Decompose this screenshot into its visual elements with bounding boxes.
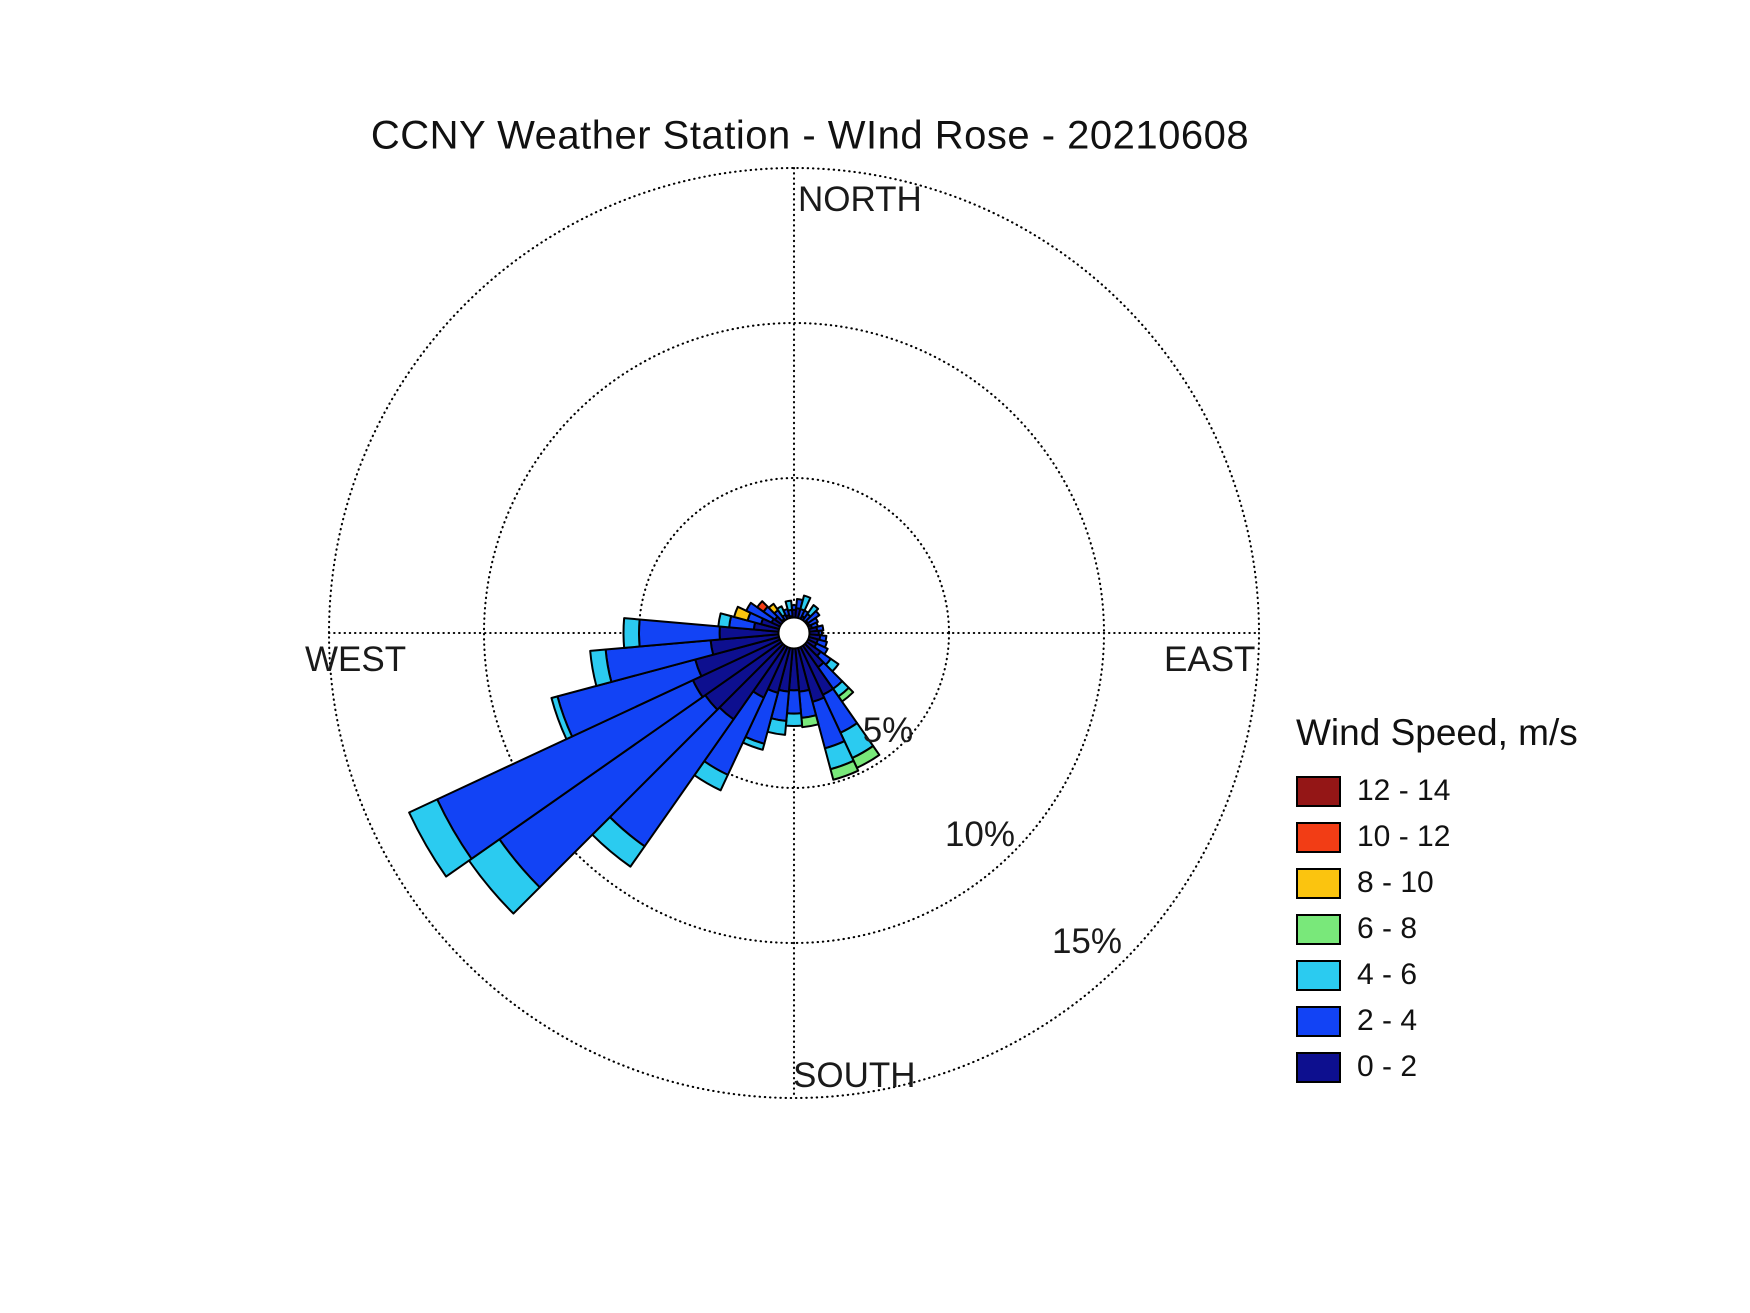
compass-label-west: WEST xyxy=(305,640,407,679)
legend-swatch-0-2 xyxy=(1296,1051,1341,1083)
petal-segment-dir280-bin2 xyxy=(717,612,733,629)
petal-segment-dir80-bin1 xyxy=(815,624,825,632)
legend-label: 10 - 12 xyxy=(1357,820,1451,853)
legend-swatch-6-8 xyxy=(1296,913,1341,945)
ring-label-5pct: 5% xyxy=(862,711,914,750)
legend-title: Wind Speed, m/s xyxy=(1296,712,1578,753)
petal-segment-dir50-bin1 xyxy=(805,610,821,625)
petal-segment-dir260-bin2 xyxy=(589,648,613,687)
ring-label-15pct: 15% xyxy=(1051,922,1123,961)
grid-ring-5pct xyxy=(637,476,951,790)
grid-ring-15pct xyxy=(327,166,1261,1100)
petal-segment-dir250-bin2 xyxy=(550,695,574,741)
ring-label-10pct: 10% xyxy=(944,815,1016,854)
legend-swatch-4-6 xyxy=(1296,959,1341,991)
petal-segment-dir40-bin2 xyxy=(806,604,820,618)
legend-row: 0 - 2 xyxy=(1296,1044,1716,1090)
compass-label-north: NORTH xyxy=(798,180,922,219)
legend-swatch-12-14 xyxy=(1296,775,1341,807)
legend-swatch-8-10 xyxy=(1296,867,1341,899)
compass-label-south: SOUTH xyxy=(793,1056,916,1095)
legend: Wind Speed, m/s 12 - 14 10 - 12 8 - 10 6… xyxy=(1296,712,1716,1090)
petal-segment-dir240-bin2 xyxy=(408,798,473,878)
petal-segment-dir270-bin2 xyxy=(622,617,641,649)
petal-segment-dir320-bin4 xyxy=(767,602,779,615)
legend-row: 12 - 14 xyxy=(1296,768,1716,814)
legend-label: 2 - 4 xyxy=(1357,1004,1418,1037)
legend-label: 6 - 8 xyxy=(1357,912,1418,945)
legend-label: 8 - 10 xyxy=(1357,866,1434,899)
legend-label: 0 - 2 xyxy=(1357,1050,1418,1083)
legend-row: 8 - 10 xyxy=(1296,860,1716,906)
legend-row: 2 - 4 xyxy=(1296,998,1716,1044)
legend-label: 12 - 14 xyxy=(1357,774,1451,807)
petal-segment-dir330-bin2 xyxy=(776,605,787,618)
chart-title: CCNY Weather Station - WInd Rose - 20210… xyxy=(370,113,1250,158)
grid-ring-10pct xyxy=(482,321,1106,945)
legend-label: 4 - 6 xyxy=(1357,958,1418,991)
petal-segment-dir60-bin1 xyxy=(806,616,819,627)
petal-segment-dir160-bin3 xyxy=(829,759,860,781)
compass-label-east: EAST xyxy=(1164,640,1256,679)
petal-segment-dir300-bin1 xyxy=(745,601,775,624)
legend-row: 10 - 12 xyxy=(1296,814,1716,860)
petal-segment-dir180-bin2 xyxy=(784,712,804,727)
petal-segment-dir350-bin2 xyxy=(784,599,793,612)
petal-segment-dir310-bin5 xyxy=(756,600,769,613)
legend-swatch-10-12 xyxy=(1296,821,1341,853)
petal-segment-dir20-bin2 xyxy=(799,594,812,612)
center-hole xyxy=(777,616,811,650)
legend-row: 4 - 6 xyxy=(1296,952,1716,998)
petal-segment-dir170-bin3 xyxy=(800,714,820,729)
petal-segment-dir290-bin4 xyxy=(733,605,752,622)
legend-row: 6 - 8 xyxy=(1296,906,1716,952)
legend-swatch-2-4 xyxy=(1296,1005,1341,1037)
